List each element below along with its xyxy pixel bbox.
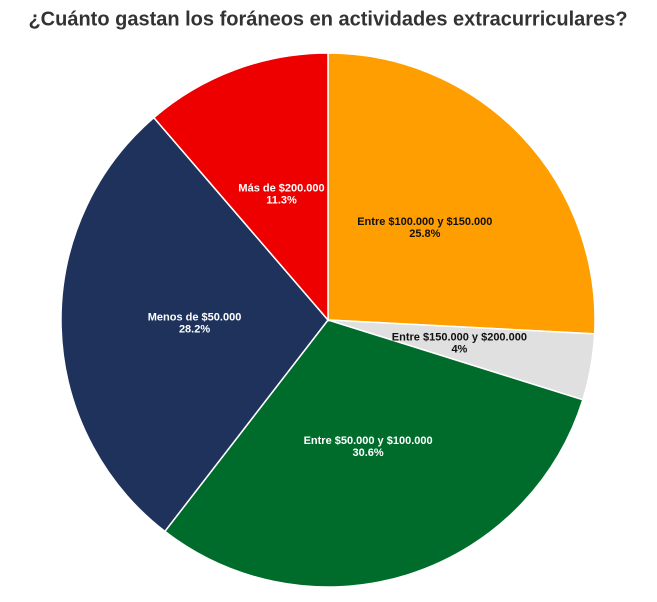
pie-slice: [163, 319, 584, 588]
slice-value: 28.2%: [179, 323, 210, 335]
slice-value: 25.8%: [409, 228, 440, 240]
slice-label: Entre $50.000 y $100.000: [304, 435, 433, 447]
slice-label: Entre $100.000 y $150.000: [357, 216, 492, 228]
slice-value: 30.6%: [352, 447, 383, 459]
pie-slice: [327, 52, 596, 335]
pie-slice: [60, 116, 329, 533]
slice-label: Entre $150.000 y $200.000: [392, 332, 527, 344]
slice-label: Más de $200.000: [238, 183, 324, 195]
chart-title: ¿Cuánto gastan los foráneos en actividad…: [28, 8, 627, 30]
pie-slice: [152, 52, 329, 323]
slice-value: 4%: [451, 344, 467, 356]
slice-label: Menos de $50.000: [148, 311, 242, 323]
slice-value: 11.3%: [266, 195, 297, 207]
